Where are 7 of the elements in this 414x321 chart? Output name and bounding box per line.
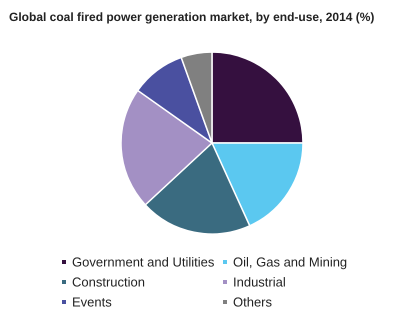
legend-label: Events bbox=[72, 294, 112, 310]
legend-label: Industrial bbox=[233, 274, 286, 290]
legend-label: Government and Utilities bbox=[72, 254, 215, 270]
chart-title: Global coal fired power generation market, by end-use, 2014 (%) bbox=[9, 10, 374, 24]
legend-label: Oil, Gas and Mining bbox=[233, 254, 348, 270]
legend-label: Construction bbox=[72, 274, 145, 290]
legend-label: Others bbox=[233, 294, 273, 310]
